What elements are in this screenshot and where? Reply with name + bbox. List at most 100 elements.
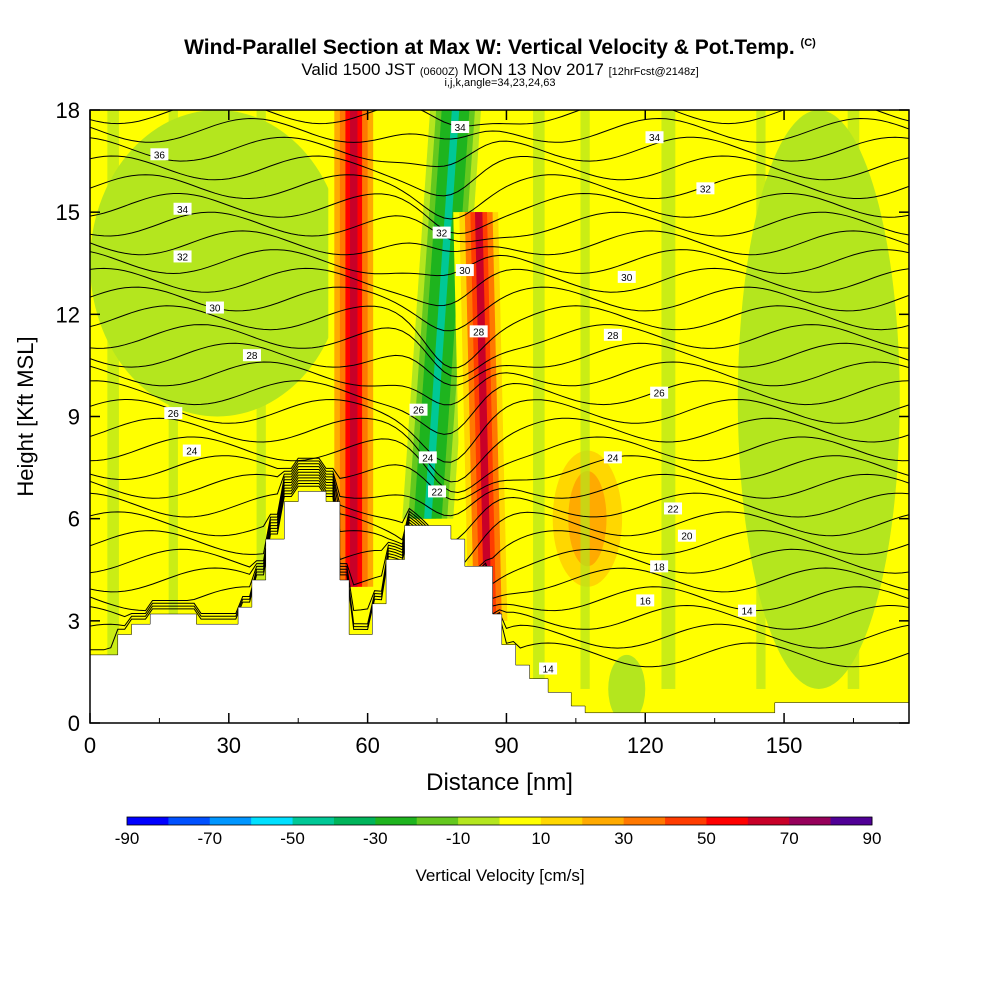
contour-label-bg <box>650 386 669 399</box>
theta-contour-line <box>90 117 909 143</box>
contour-label-bg <box>182 444 201 457</box>
title-text: Wind-Parallel Section at Max W: Vertical… <box>184 36 795 59</box>
colorbar-tick-label: -90 <box>115 829 140 848</box>
contour-label: 28 <box>473 327 485 338</box>
w-streak-5 <box>661 110 676 689</box>
contour-label-bg <box>418 451 437 464</box>
contour-label: 28 <box>246 351 258 362</box>
y-tick-label: 18 <box>56 98 80 123</box>
y-tick-label: 15 <box>56 200 80 225</box>
theta-contour-line <box>90 466 909 563</box>
colorbar-tick-label: 30 <box>614 829 633 848</box>
contour-label-bg <box>469 325 488 338</box>
contour-label-bg <box>650 560 669 573</box>
w-streak-1 <box>168 110 178 689</box>
contour-label: 22 <box>667 504 679 515</box>
x-tick-label: 0 <box>84 733 96 758</box>
contour-label: 26 <box>654 389 666 400</box>
theta-contour-line <box>90 471 909 585</box>
theta-contour-line <box>90 380 909 435</box>
contour-label: 26 <box>413 406 425 417</box>
theta-contour-line <box>90 110 909 127</box>
colorbar: -90 -70 -50 -30 -10 10 30 50 70 90 Vertical Veloci… <box>115 816 882 885</box>
colorbar-swatch <box>830 817 873 825</box>
colorbar-swatch <box>168 817 211 825</box>
contour-label-bg <box>539 662 558 675</box>
theta-contour-line <box>90 324 909 378</box>
chart-subtitle: Valid 1500 JST (0600Z) MON 13 Nov 2017 [… <box>0 60 1000 80</box>
theta-contour-line <box>90 483 909 649</box>
colorbar-swatch <box>747 817 790 825</box>
colorbar-swatch <box>416 817 459 825</box>
contour-label-bg <box>173 250 192 263</box>
contour-label-bg <box>150 148 169 161</box>
contour-label-bg <box>603 328 622 341</box>
contour-label: 28 <box>607 331 619 342</box>
colorbar-tick-label: -30 <box>363 829 388 848</box>
colorbar-swatch <box>582 817 625 825</box>
contour-labels: 36 34 32 30 28 26 24 34 32 30 28 26 24 22 34 32 30 28 26 24… <box>150 121 757 676</box>
x-tick-label: 90 <box>494 733 518 758</box>
theta-contour-line <box>90 342 909 386</box>
w-blob-core-0 <box>147 155 288 371</box>
y-tick-label: 9 <box>68 405 80 430</box>
colorbar-swatch <box>540 817 583 825</box>
w-streak-0 <box>107 110 119 689</box>
contour-label: 30 <box>209 304 221 315</box>
theta-contour-line <box>90 398 909 463</box>
colorbar-frame <box>126 816 873 826</box>
theta-contour-line <box>90 211 909 243</box>
colorbar-tick-label: -70 <box>197 829 222 848</box>
contour-label: 14 <box>543 665 555 676</box>
x-tick-label: 120 <box>627 733 664 758</box>
theta-contour-line <box>90 469 909 581</box>
theta-contours <box>90 110 909 668</box>
w-streak-2 <box>256 110 266 689</box>
w-streak-6 <box>756 110 766 689</box>
y-axis-label: Height [Kft MSL] <box>13 336 38 496</box>
contour-label-bg <box>617 270 636 283</box>
theta-contour-line <box>90 436 909 494</box>
theta-contour-line <box>90 249 909 277</box>
contour-label-bg <box>451 121 470 134</box>
colorbar-tick-label: 90 <box>863 829 882 848</box>
colorbar-swatch <box>623 817 666 825</box>
theta-contour-line <box>90 286 909 332</box>
x-tick-label: 30 <box>217 733 241 758</box>
terrain-mask <box>89 491 910 724</box>
colorbar-swatch <box>789 817 832 825</box>
w-band-1-4 <box>350 110 358 587</box>
theta-contour-line <box>90 267 909 307</box>
contour-label: 34 <box>177 205 189 216</box>
theta-contour-line <box>90 136 909 168</box>
w-streak-4 <box>580 110 590 689</box>
contour-label-bg <box>242 349 261 362</box>
contour-label-bg <box>428 485 447 498</box>
colorbar-swatch <box>375 817 418 825</box>
w-streak-7 <box>847 110 860 689</box>
colorbar-swatch <box>499 817 542 825</box>
contour-label-bg <box>205 301 224 314</box>
theta-contour-line <box>90 477 909 612</box>
subtitle-valid: Valid 1500 JST <box>301 60 416 79</box>
x-tick-label: 150 <box>766 733 803 758</box>
contour-label-bg <box>455 264 474 277</box>
theta-contour-line <box>90 192 909 235</box>
theta-contour-line <box>90 305 909 369</box>
theta-contour-line <box>90 460 909 517</box>
subtitle-date: MON 13 Nov 2017 <box>463 60 604 79</box>
colorbar-swatch <box>665 817 707 825</box>
contour-label: 14 <box>741 607 753 618</box>
contour-label: 34 <box>455 123 467 134</box>
colorbar-swatch <box>706 817 749 825</box>
contour-label-bg <box>603 451 622 464</box>
contour-label-bg <box>173 202 192 215</box>
w-blob-core-5 <box>774 196 864 603</box>
y-tick-label: 6 <box>68 507 80 532</box>
colorbar-tick-label: 10 <box>531 829 550 848</box>
w-band-2-4 <box>424 110 460 519</box>
theta-contour-line <box>90 230 909 256</box>
contour-label-bg <box>696 182 715 195</box>
